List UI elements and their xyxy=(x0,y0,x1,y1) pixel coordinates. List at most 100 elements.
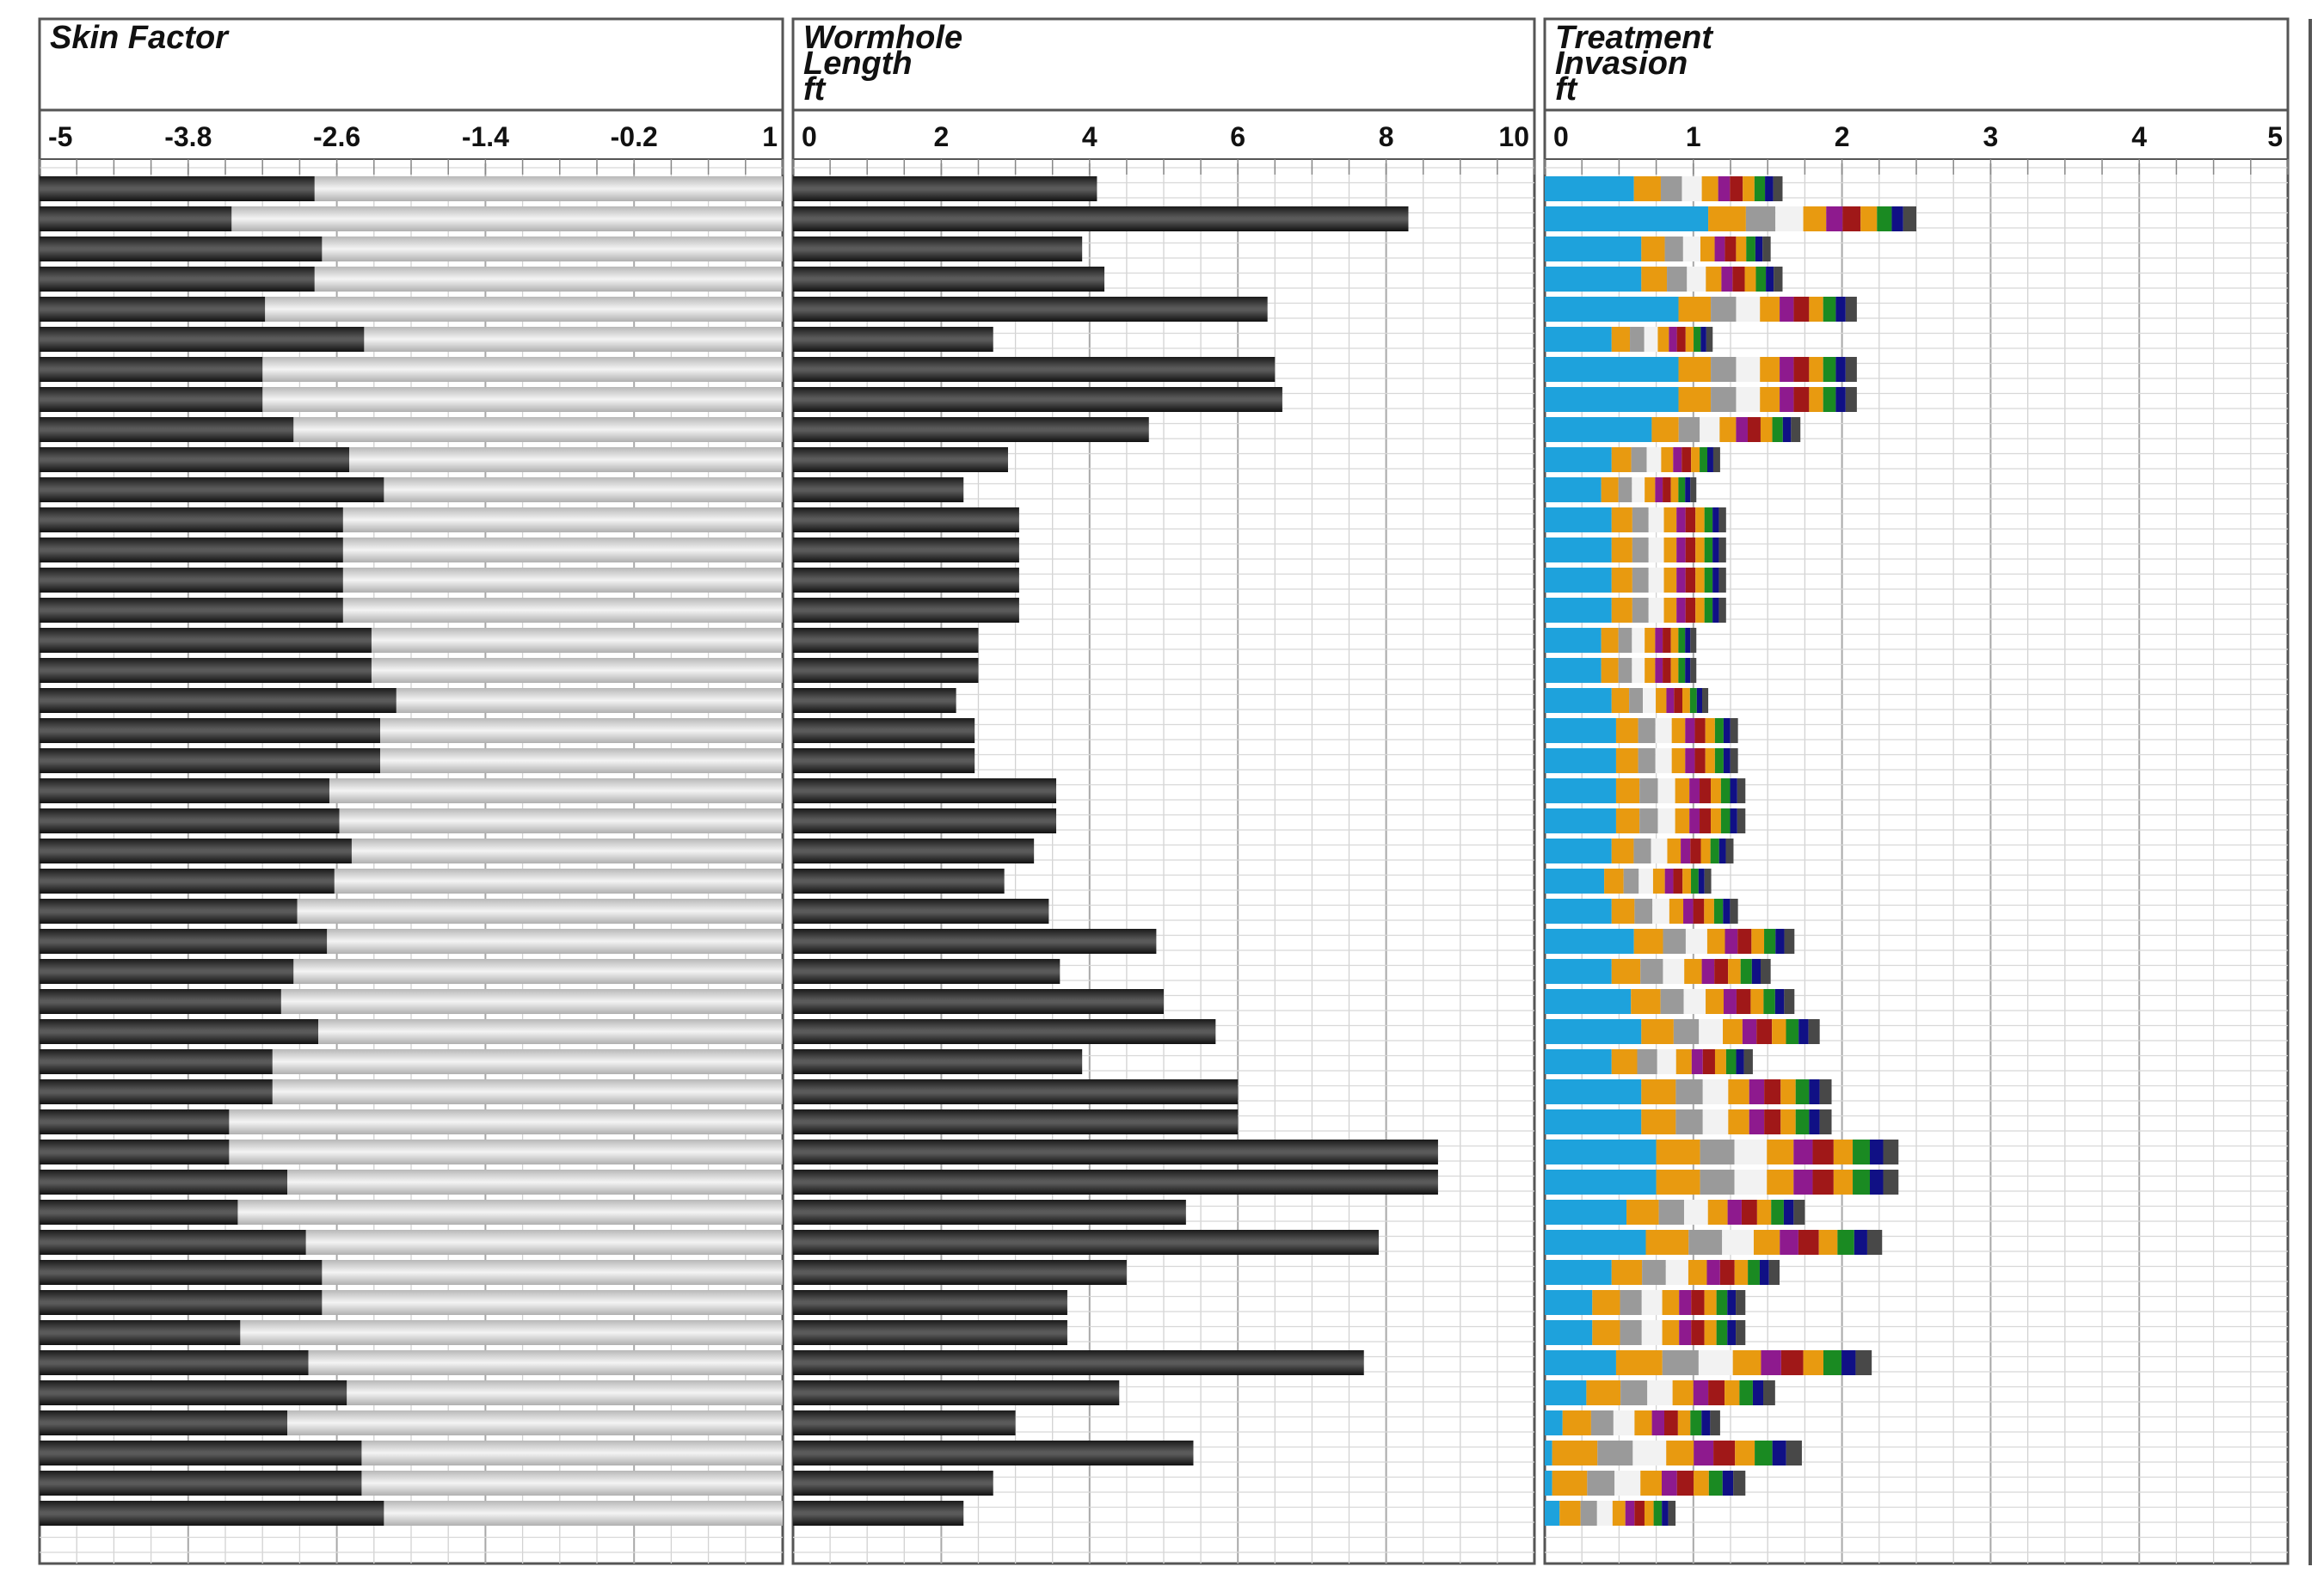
stack-segment xyxy=(1678,297,1712,322)
stack-segment xyxy=(1679,1290,1692,1315)
stack-segment xyxy=(1853,1170,1870,1195)
data-bar xyxy=(793,989,1164,1014)
stack-segment xyxy=(1719,1260,1735,1285)
stack-segment xyxy=(1675,1079,1703,1104)
stack-segment xyxy=(1637,1049,1657,1074)
stack-segment xyxy=(1883,1140,1899,1164)
stack-segment xyxy=(1754,176,1766,201)
data-bar xyxy=(40,1170,287,1195)
stack-segment xyxy=(1866,1230,1883,1255)
stack-segment xyxy=(1809,1079,1820,1104)
stack-segment xyxy=(1611,538,1632,562)
stack-segment xyxy=(1695,598,1705,623)
stack-segment xyxy=(1678,658,1686,683)
stack-segment xyxy=(1798,1019,1809,1044)
stack-segment xyxy=(1722,1471,1734,1496)
stack-segment xyxy=(1663,929,1686,954)
stack-segment xyxy=(1545,237,1642,261)
stack-segment xyxy=(1704,568,1713,593)
stack-segment xyxy=(1819,1109,1832,1134)
stack-segment xyxy=(1545,538,1612,562)
stack-segment xyxy=(1664,1410,1678,1435)
stack-segment xyxy=(1545,1380,1587,1405)
stack-segment xyxy=(1685,718,1695,743)
stack-segment xyxy=(1694,327,1701,352)
stack-segment xyxy=(1670,477,1679,502)
tick-label: 6 xyxy=(1230,121,1245,152)
stack-segment xyxy=(1771,1200,1784,1225)
stack-segment xyxy=(1663,538,1677,562)
stack-segment xyxy=(1675,1049,1692,1074)
stack-segment xyxy=(1672,1380,1694,1405)
stack-segment xyxy=(1728,1079,1749,1104)
stack-segment xyxy=(1647,1380,1673,1405)
stack-segment xyxy=(1869,1170,1884,1195)
data-bar xyxy=(793,1471,993,1496)
stack-segment xyxy=(1681,839,1691,863)
stack-segment xyxy=(1744,267,1756,292)
data-bar xyxy=(40,297,266,322)
data-bar xyxy=(793,538,1019,562)
tick-label: -2.6 xyxy=(313,121,360,152)
stack-segment xyxy=(1545,688,1612,713)
data-bar xyxy=(40,1290,323,1315)
data-bar xyxy=(40,778,329,803)
stack-segment xyxy=(1702,1079,1729,1104)
stack-segment xyxy=(1685,748,1695,773)
stack-segment xyxy=(1695,568,1705,593)
stack-segment xyxy=(1704,899,1714,924)
tick-label: -3.8 xyxy=(164,121,212,152)
data-bar xyxy=(793,1140,1438,1164)
stack-segment xyxy=(1860,206,1878,231)
stack-segment xyxy=(1707,447,1713,472)
stack-segment xyxy=(1631,989,1661,1014)
data-bar xyxy=(793,1109,1239,1134)
stack-segment xyxy=(1552,1441,1598,1465)
stack-segment xyxy=(1694,1471,1709,1496)
stack-segment xyxy=(1693,899,1705,924)
stack-segment xyxy=(1660,989,1684,1014)
stack-segment xyxy=(1613,1410,1635,1435)
stack-segment xyxy=(1611,568,1632,593)
data-bar xyxy=(40,1380,347,1405)
data-bar xyxy=(40,989,281,1014)
stack-segment xyxy=(1736,237,1747,261)
stack-segment xyxy=(1545,1350,1616,1375)
stack-segment xyxy=(1702,1049,1715,1074)
stack-segment xyxy=(1704,538,1713,562)
stack-segment xyxy=(1795,1109,1810,1134)
stack-segment xyxy=(1706,929,1725,954)
stack-segment xyxy=(1592,1320,1620,1345)
stack-segment xyxy=(1780,1109,1796,1134)
tick-label: 2 xyxy=(1835,121,1850,152)
stack-segment xyxy=(1780,387,1794,412)
stack-segment xyxy=(1691,447,1700,472)
stack-segment xyxy=(1632,538,1649,562)
stack-segment xyxy=(1668,1501,1676,1526)
stack-segment xyxy=(1755,1441,1773,1465)
stack-segment xyxy=(1545,327,1612,352)
stack-segment xyxy=(1809,357,1823,382)
data-bar xyxy=(40,1019,318,1044)
stack-segment xyxy=(1721,267,1733,292)
data-bar xyxy=(793,1170,1438,1195)
stack-segment xyxy=(1673,869,1683,894)
data-bar xyxy=(793,297,1268,322)
stack-segment xyxy=(1655,658,1663,683)
stack-segment xyxy=(1837,1230,1854,1255)
stack-segment xyxy=(1782,417,1792,442)
stack-segment xyxy=(1705,748,1715,773)
stack-segment xyxy=(1784,929,1795,954)
stack-segment xyxy=(1612,1501,1626,1526)
stack-segment xyxy=(1845,297,1857,322)
stack-segment xyxy=(1736,387,1761,412)
data-bar xyxy=(793,959,1061,984)
data-bar xyxy=(40,1079,273,1104)
stack-segment xyxy=(1545,718,1616,743)
stack-segment xyxy=(1545,929,1634,954)
stack-segment xyxy=(1734,1140,1768,1164)
stack-segment xyxy=(1657,327,1669,352)
stack-segment xyxy=(1545,1320,1593,1345)
stack-segment xyxy=(1545,658,1602,683)
stack-segment xyxy=(1696,688,1703,713)
